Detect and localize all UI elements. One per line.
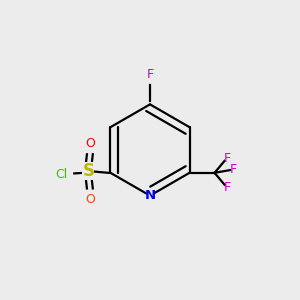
- Text: F: F: [146, 68, 154, 81]
- Text: F: F: [230, 163, 237, 176]
- Text: S: S: [82, 162, 94, 180]
- Text: F: F: [223, 152, 230, 165]
- Text: N: N: [144, 189, 156, 202]
- Text: F: F: [223, 181, 230, 194]
- Text: O: O: [85, 137, 95, 150]
- Text: Cl: Cl: [56, 168, 68, 181]
- Text: O: O: [85, 193, 95, 206]
